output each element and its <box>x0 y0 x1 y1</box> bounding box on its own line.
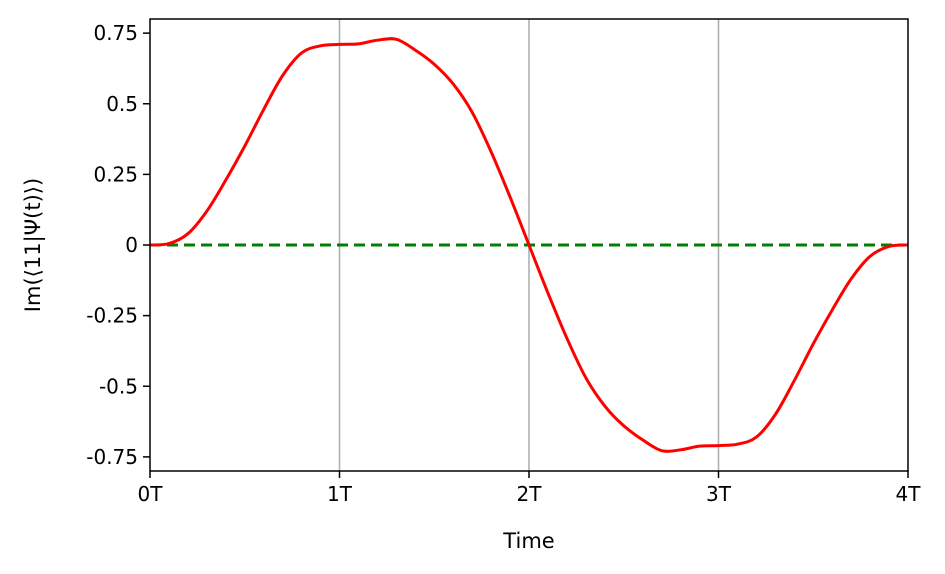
y-tick-label: 0.75 <box>93 21 138 45</box>
x-axis-label: Time <box>502 529 554 553</box>
y-axis: 0.75 0.5 0.25 0 -0.25 -0.5 -0.75 <box>86 21 150 469</box>
series-layer <box>149 37 909 453</box>
x-axis: 0T 1T 2T 3T 4T <box>138 471 922 506</box>
x-tick-label: 0T <box>138 482 164 506</box>
y-tick-label: 0.25 <box>93 162 138 186</box>
y-tick-label: -0.25 <box>86 304 138 328</box>
y-axis-label: Im(⟨11|Ψ(t)⟩) <box>21 178 46 312</box>
y-tick-label: 0 <box>125 233 138 257</box>
x-tick-label: 2T <box>517 482 543 506</box>
series-line <box>149 37 909 453</box>
x-tick-label: 1T <box>327 482 353 506</box>
x-tick-label: 4T <box>896 482 922 506</box>
y-tick-label: -0.5 <box>99 374 138 398</box>
y-tick-label: 0.5 <box>106 92 138 116</box>
y-tick-label: -0.75 <box>86 445 138 469</box>
x-tick-label: 3T <box>706 482 732 506</box>
